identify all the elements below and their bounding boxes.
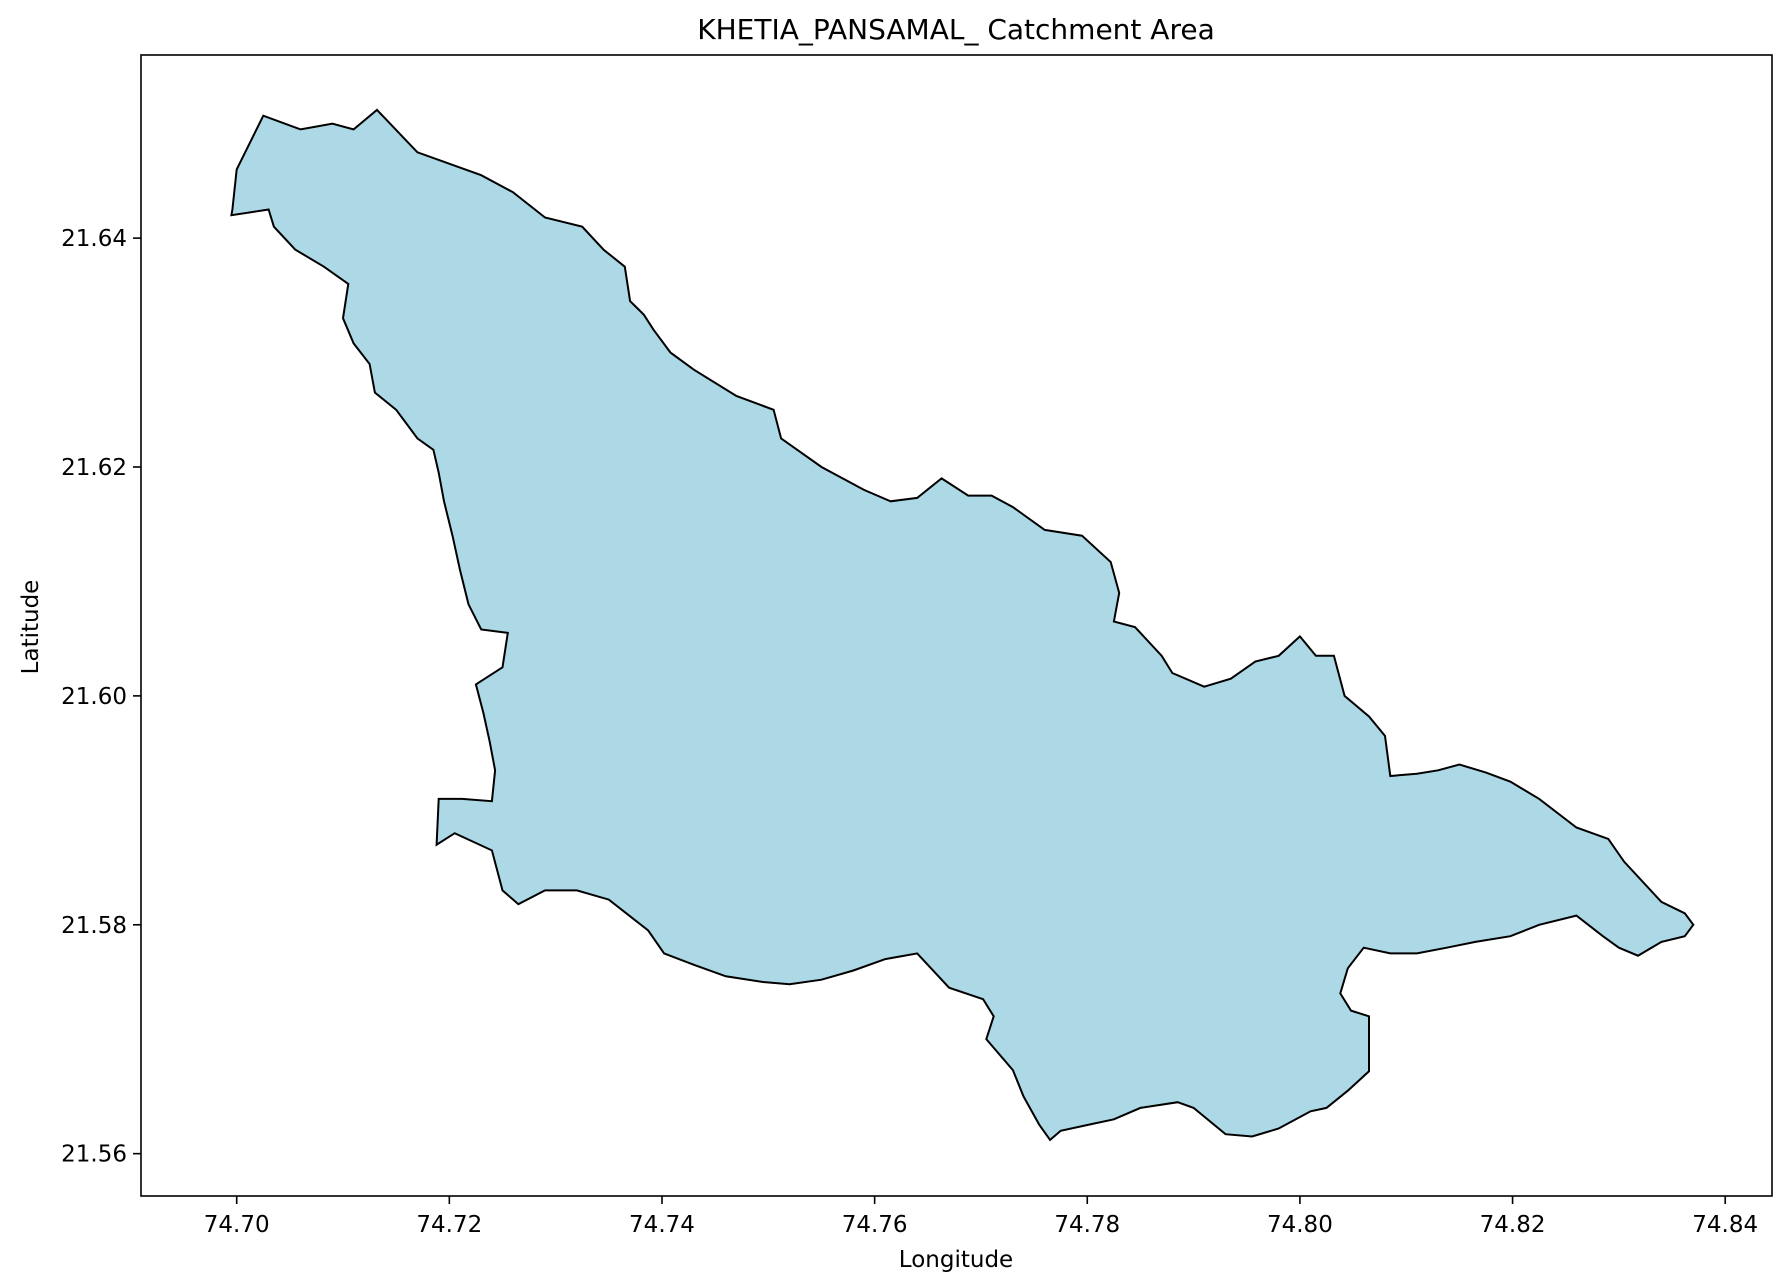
x-tick-label: 74.84 [1692, 1212, 1758, 1238]
y-tick-label: 21.58 [61, 913, 127, 939]
y-tick-label: 21.60 [61, 684, 127, 710]
x-tick-label: 74.82 [1480, 1212, 1546, 1238]
plot-title: KHETIA_PANSAMAL_ Catchment Area [697, 13, 1214, 46]
x-tick-label: 74.80 [1267, 1212, 1333, 1238]
x-axis-title: Longitude [899, 1247, 1013, 1273]
x-tick-label: 74.74 [629, 1212, 695, 1238]
x-tick-label: 74.76 [842, 1212, 908, 1238]
y-axis: 21.56 21.58 21.60 21.62 21.64 [61, 226, 141, 1168]
catchment-area-polygon [230, 108, 1695, 1142]
x-tick-label: 74.70 [204, 1212, 270, 1238]
x-tick-label: 74.72 [416, 1212, 482, 1238]
x-axis: 74.70 74.72 74.74 74.76 74.78 74.80 74.82 74.84 [204, 1196, 1758, 1238]
y-tick-label: 21.62 [61, 455, 127, 481]
y-tick-label: 21.64 [61, 226, 127, 252]
axes-frame [140, 54, 1773, 1197]
plot-area [230, 108, 1695, 1142]
y-axis-title: Latitude [18, 580, 44, 675]
y-tick-label: 21.56 [61, 1142, 127, 1168]
x-tick-label: 74.78 [1054, 1212, 1120, 1238]
